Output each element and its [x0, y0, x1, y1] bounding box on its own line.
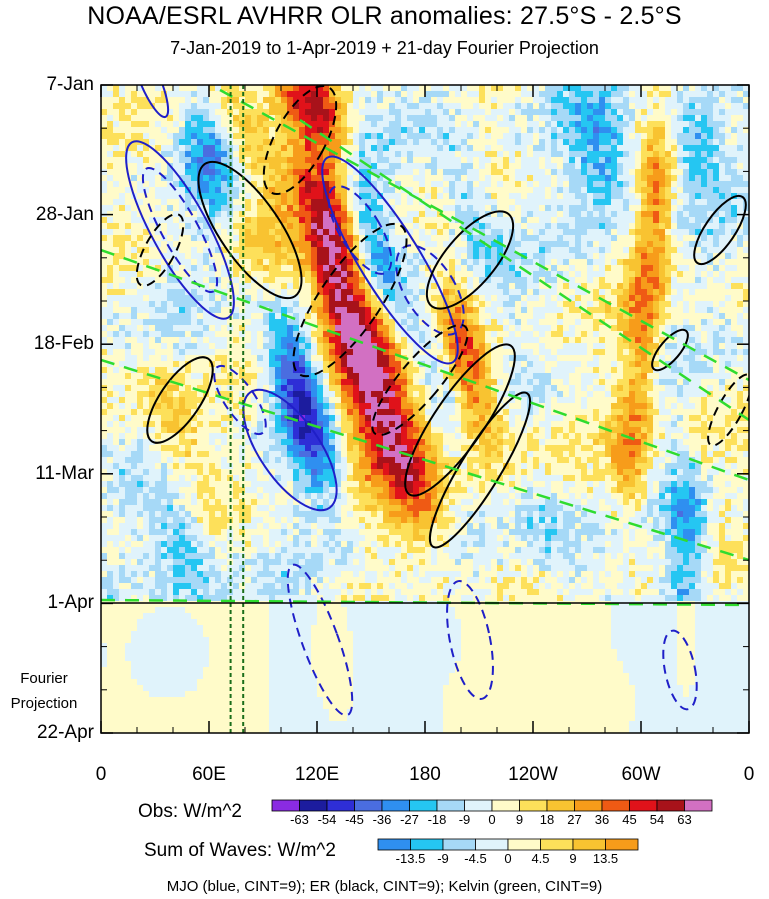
- colorbar-tick-label: -4.5: [464, 851, 487, 866]
- colorbar-tick-label: -13.5: [395, 851, 426, 866]
- contour-legend-note: MJO (blue, CINT=9); ER (black, CINT=9); …: [166, 878, 603, 895]
- chart-subtitle: 7-Jan-2019 to 1-Apr-2019 + 21-day Fourie…: [170, 38, 599, 58]
- y-tick-label: 1-Apr: [47, 592, 94, 614]
- colorbar-tick-label: -9: [437, 851, 449, 866]
- kelvin-contour: [101, 248, 749, 482]
- mjo-contour: [321, 155, 459, 365]
- wave-contours: [101, 85, 749, 717]
- y-tick-label: 22-Apr: [36, 722, 94, 743]
- er-contour: [146, 356, 214, 444]
- colorbar-swatch: [601, 799, 630, 812]
- colorbar-tick-label: -9: [458, 812, 471, 827]
- colorbar-tick-label: 36: [594, 812, 610, 827]
- y-tick-label: 7-Jan: [46, 74, 94, 95]
- colorbar-tick-label: 18: [539, 812, 555, 827]
- y-tick-label: 18-Feb: [33, 333, 94, 355]
- colorbar-tick-label: 4.5: [531, 851, 550, 866]
- colorbar-swatch: [409, 799, 438, 812]
- colorbar-swatch: [572, 838, 606, 851]
- x-tick-label: 120W: [508, 764, 558, 785]
- y-axis-ticks: [101, 84, 749, 734]
- colorbar-swatch: [540, 838, 574, 851]
- colorbar-tick-label: -36: [372, 812, 392, 827]
- mjo-contour: [662, 629, 698, 711]
- colorbar-swatch: [410, 838, 444, 851]
- er-contour: [292, 222, 408, 378]
- colorbar-swatch: [381, 799, 410, 812]
- colorbar-swatch: [299, 799, 328, 812]
- er-contour: [135, 213, 185, 287]
- x-tick-label: 120E: [294, 764, 340, 785]
- mjo-contour: [141, 166, 219, 294]
- mjo-contour: [242, 388, 338, 512]
- mjo-contour: [213, 364, 267, 436]
- colorbar-swatch: [574, 799, 603, 812]
- x-tick-label: 0: [95, 764, 107, 785]
- er-contour: [651, 328, 689, 372]
- colorbar-swatch: [271, 799, 300, 812]
- mjo-contour: [327, 185, 393, 275]
- colorbar-swatch: [629, 799, 658, 812]
- colorbar-tick-label: -27: [400, 812, 419, 827]
- colorbar-tick-label: -18: [427, 812, 447, 827]
- kelvin-contour: [219, 88, 749, 382]
- colorbar-swatch: [354, 799, 383, 812]
- waves-colorbar-label: Sum of Waves: W/m^2: [144, 840, 336, 861]
- x-tick-label: 0: [743, 764, 755, 785]
- colorbar-tick-label: -63: [290, 812, 309, 827]
- x-tick-label: 60E: [192, 764, 226, 785]
- colorbar-swatch: [436, 799, 465, 812]
- colorbar-swatch: [377, 838, 411, 851]
- mjo-contour: [286, 563, 354, 717]
- kelvin-contour: [101, 358, 749, 562]
- y-tick-label: 11-Mar: [35, 462, 94, 484]
- colorbar-swatch: [475, 838, 509, 851]
- waves-colorbar: [377, 838, 639, 851]
- obs-colorbar: [271, 799, 713, 812]
- obs-colorbar-label: Obs: W/m^2: [138, 801, 242, 822]
- colorbar-tick-label: 9: [569, 851, 577, 866]
- colorbar-tick-label: -45: [345, 812, 364, 827]
- colorbar-tick-label: -54: [317, 812, 337, 827]
- x-tick-label: 180: [409, 764, 441, 785]
- colorbar-swatch: [326, 799, 355, 812]
- colorbar-tick-label: 63: [677, 812, 692, 827]
- er-contour: [262, 85, 338, 196]
- colorbar-swatch: [442, 838, 476, 851]
- er-contour: [693, 194, 747, 266]
- x-tick-label: 60W: [621, 764, 661, 785]
- er-contour: [425, 210, 515, 310]
- colorbar-swatch: [507, 838, 541, 851]
- x-axis-ticks: [100, 85, 750, 733]
- fourier-projection-label: Fourier Projection: [10, 670, 78, 712]
- colorbar-tick-label: 54: [649, 812, 665, 827]
- colorbar-swatch: [491, 799, 520, 812]
- colorbar-swatch: [464, 799, 493, 812]
- er-contour: [428, 391, 532, 549]
- colorbar-swatch: [656, 799, 685, 812]
- er-contour: [197, 160, 303, 300]
- mjo-contour: [446, 580, 494, 700]
- colorbar-swatch: [519, 799, 548, 812]
- colorbar-tick-label: 9: [515, 812, 524, 827]
- reference-longitude-lines: [229, 85, 245, 733]
- chart-title: NOAA/ESRL AVHRR OLR anomalies: 27.5°S - …: [87, 2, 682, 30]
- mjo-contour: [130, 85, 170, 119]
- colorbar-tick-label: 13.5: [592, 851, 619, 866]
- colorbar-tick-label: 0: [488, 812, 496, 827]
- mjo-contour: [125, 140, 235, 320]
- colorbar-swatch: [546, 799, 575, 812]
- colorbar-swatch: [684, 799, 713, 812]
- kelvin-contour: [299, 118, 749, 422]
- mjo-contour: [395, 244, 465, 336]
- colorbar-tick-label: 45: [622, 812, 637, 827]
- y-tick-label: 28-Jan: [35, 203, 94, 225]
- colorbar-tick-label: 27: [567, 812, 582, 827]
- colorbar-tick-label: 0: [504, 851, 512, 866]
- colorbar-swatch: [605, 838, 639, 851]
- er-contour: [371, 323, 469, 437]
